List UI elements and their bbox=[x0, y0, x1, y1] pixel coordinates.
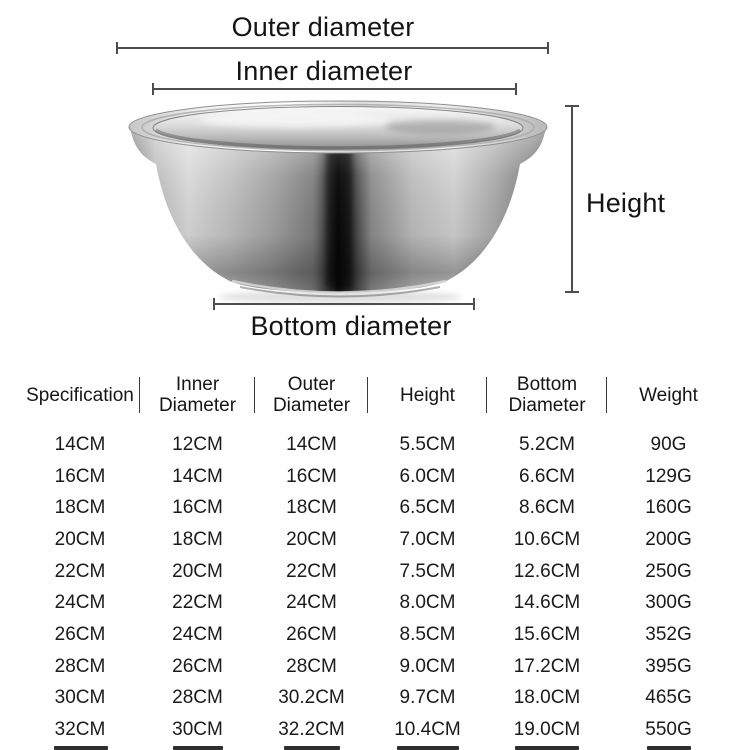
table-cell: 28CM bbox=[54, 655, 106, 677]
height-line bbox=[565, 105, 579, 293]
outer-diameter-label: Outer diameter bbox=[231, 12, 415, 42]
steel-bowl-image bbox=[128, 100, 548, 303]
table-cell: 19.0CM bbox=[513, 719, 581, 741]
table-cell: 160G bbox=[645, 497, 692, 519]
table-cell: 18CM bbox=[54, 497, 106, 519]
table-cell: 24CM bbox=[54, 592, 106, 614]
table-row: 22CM 20CM 22CM 7.5CM 12.6CM 250G bbox=[20, 556, 730, 588]
table-cell: 14CM bbox=[54, 433, 106, 455]
table-cell: 17.2CM bbox=[513, 655, 581, 677]
table-cell: 200G bbox=[645, 528, 692, 550]
table-cell: 550G bbox=[645, 719, 692, 741]
column-header: Specification bbox=[20, 370, 140, 420]
table-cell: 32CM bbox=[54, 719, 106, 741]
table-cell: 14.6CM bbox=[513, 592, 581, 614]
cropped-row-fragment bbox=[20, 746, 730, 750]
table-cell: 90G bbox=[650, 433, 687, 455]
table-cell: 8.5CM bbox=[399, 623, 456, 645]
inner-diameter-label: Inner diameter bbox=[235, 56, 413, 86]
table-row: 28CM 26CM 28CM 9.0CM 17.2CM 395G bbox=[20, 651, 730, 683]
table-cell: 129G bbox=[645, 465, 692, 487]
table-row: 24CM 22CM 24CM 8.0CM 14.6CM 300G bbox=[20, 587, 730, 619]
table-cell: 28CM bbox=[286, 655, 337, 677]
table-cell: 24CM bbox=[172, 623, 223, 645]
table-cell: 26CM bbox=[54, 623, 106, 645]
table-cell: 8.6CM bbox=[519, 497, 575, 519]
table-row: 32CM 30CM 32.2CM 10.4CM 19.0CM 550G bbox=[20, 714, 730, 746]
table-cell: 7.0CM bbox=[399, 528, 456, 550]
table-cell: 6.5CM bbox=[399, 497, 456, 519]
table-row: 14CM 12CM 14CM 5.5CM 5.2CM 90G bbox=[20, 429, 730, 461]
table-header: Specification Inner Diameter Outer Diameter H… bbox=[20, 370, 730, 420]
table-cell: 7.5CM bbox=[399, 560, 456, 582]
table-cell: 6.0CM bbox=[399, 465, 456, 487]
table-cell: 30.2CM bbox=[278, 687, 345, 709]
table-cell: 5.2CM bbox=[519, 433, 575, 455]
column-header: Outer Diameter bbox=[255, 370, 368, 420]
column-header: Bottom Diameter bbox=[487, 370, 607, 420]
bottom-diameter-label: Bottom diameter bbox=[250, 311, 452, 341]
table-row: 18CM 16CM 18CM 6.5CM 8.6CM 160G bbox=[20, 492, 730, 524]
table-cell: 16CM bbox=[172, 497, 223, 519]
table-cell: 22CM bbox=[54, 560, 106, 582]
table-cell: 395G bbox=[645, 655, 692, 677]
table-cell: 20CM bbox=[172, 560, 223, 582]
table-cell: 32.2CM bbox=[278, 719, 345, 741]
table-cell: 12.6CM bbox=[513, 560, 581, 582]
table-cell: 300G bbox=[645, 592, 692, 614]
table-cell: 14CM bbox=[172, 465, 223, 487]
bottom-diameter-line bbox=[213, 298, 475, 310]
table-cell: 26CM bbox=[172, 655, 223, 677]
outer-diameter-line bbox=[116, 42, 549, 54]
table-cell: 8.0CM bbox=[399, 592, 456, 614]
table-cell: 16CM bbox=[286, 465, 337, 487]
table-cell: 10.4CM bbox=[394, 719, 461, 741]
table-body: 14CM 12CM 14CM 5.5CM 5.2CM 90G 16CM 14CM 16CM 6.0… bbox=[20, 429, 730, 746]
table-cell: 18CM bbox=[286, 497, 337, 519]
table-cell: 28CM bbox=[172, 687, 223, 709]
table-cell: 14CM bbox=[286, 433, 337, 455]
table-cell: 250G bbox=[645, 560, 692, 582]
table-cell: 9.7CM bbox=[399, 687, 456, 709]
column-header: Height bbox=[368, 370, 487, 420]
table-cell: 5.5CM bbox=[399, 433, 456, 455]
table-cell: 26CM bbox=[286, 623, 337, 645]
table-row: 16CM 14CM 16CM 6.0CM 6.6CM 129G bbox=[20, 461, 730, 493]
height-label: Height bbox=[586, 188, 666, 218]
table-row: 26CM 24CM 26CM 8.5CM 15.6CM 352G bbox=[20, 619, 730, 651]
table-cell: 9.0CM bbox=[399, 655, 456, 677]
table-cell: 18.0CM bbox=[513, 687, 581, 709]
table-cell: 10.6CM bbox=[513, 528, 581, 550]
table-cell: 15.6CM bbox=[513, 623, 581, 645]
table-cell: 22CM bbox=[286, 560, 337, 582]
table-cell: 30CM bbox=[172, 719, 223, 741]
table-cell: 22CM bbox=[172, 592, 223, 614]
table-cell: 6.6CM bbox=[519, 465, 575, 487]
table-cell: 24CM bbox=[286, 592, 337, 614]
table-cell: 16CM bbox=[54, 465, 106, 487]
table-cell: 20CM bbox=[54, 528, 106, 550]
table-row: 30CM 28CM 30.2CM 9.7CM 18.0CM 465G bbox=[20, 683, 730, 715]
table-row: 20CM 18CM 20CM 7.0CM 10.6CM 200G bbox=[20, 524, 730, 556]
table-cell: 20CM bbox=[286, 528, 337, 550]
column-header: Inner Diameter bbox=[140, 370, 255, 420]
column-header: Weight bbox=[639, 384, 698, 406]
table-cell: 30CM bbox=[54, 687, 106, 709]
table-cell: 352G bbox=[645, 623, 692, 645]
table-cell: 12CM bbox=[172, 433, 223, 455]
table-cell: 465G bbox=[645, 687, 692, 709]
table-cell: 18CM bbox=[172, 528, 223, 550]
inner-diameter-line bbox=[152, 83, 517, 95]
